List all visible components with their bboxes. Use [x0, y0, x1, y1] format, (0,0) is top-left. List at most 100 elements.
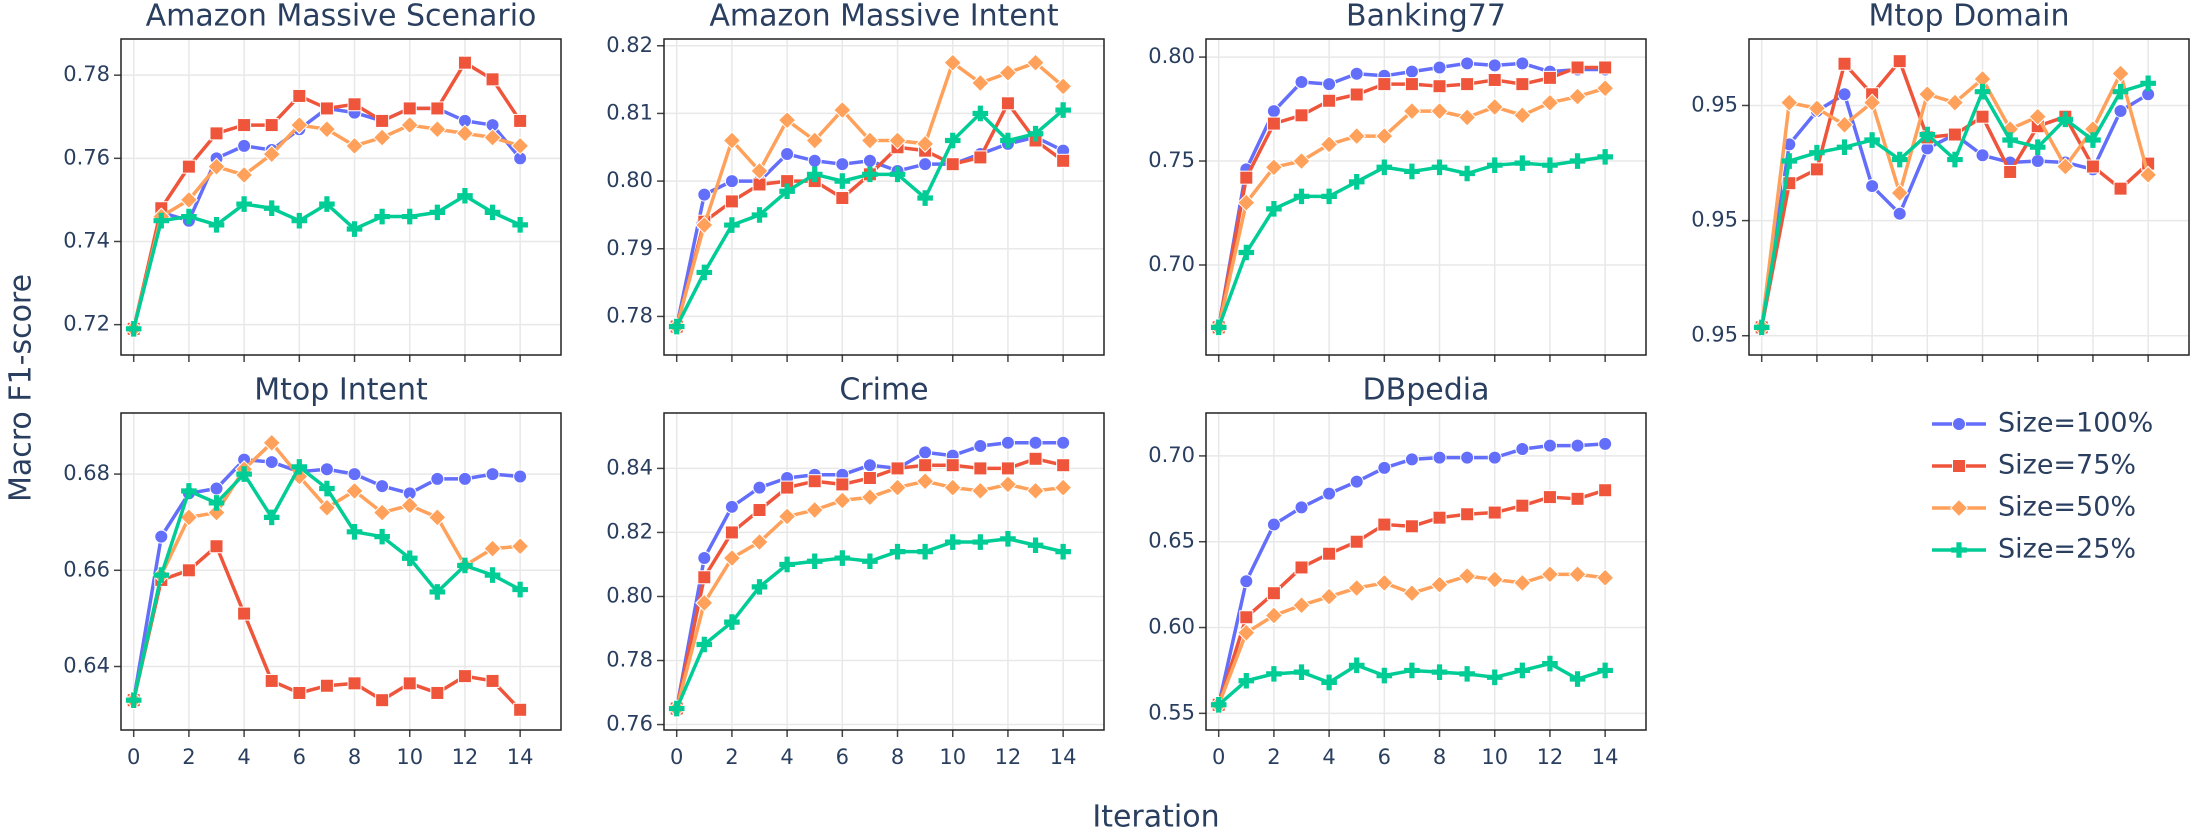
marker: [291, 212, 308, 229]
marker: [1540, 93, 1560, 112]
marker: [862, 553, 878, 570]
y-tick-label: 0.80: [606, 168, 653, 192]
marker: [513, 113, 528, 128]
marker: [1431, 664, 1448, 680]
x-tick-label: 6: [293, 745, 306, 769]
marker: [1027, 537, 1044, 554]
marker: [945, 458, 960, 473]
marker: [1377, 460, 1392, 475]
marker: [485, 72, 500, 87]
marker: [483, 539, 502, 558]
x-tick-label: 14: [1592, 745, 1619, 769]
marker: [890, 461, 905, 476]
marker: [1028, 451, 1043, 466]
marker: [806, 553, 823, 570]
chart-title: Mtop Domain: [1869, 0, 2070, 34]
x-tick-label: 2: [725, 745, 738, 769]
marker: [862, 458, 877, 473]
plot-frame: [1748, 38, 2190, 356]
marker: [1487, 58, 1502, 73]
marker: [750, 161, 769, 181]
marker: [1457, 108, 1477, 127]
marker: [262, 145, 281, 164]
y-tick-label: 0.78: [606, 303, 653, 327]
marker: [1321, 674, 1337, 691]
x-axis-label: Iteration: [1092, 800, 1219, 835]
marker: [889, 166, 906, 183]
marker: [724, 217, 740, 233]
marker: [1432, 79, 1447, 94]
marker: [457, 187, 473, 204]
x-tick-label: 0: [127, 745, 140, 769]
marker: [777, 507, 797, 526]
marker: [1349, 474, 1364, 489]
marker: [862, 153, 877, 168]
marker: [1598, 60, 1613, 75]
marker: [401, 208, 418, 225]
marker: [917, 543, 933, 560]
marker: [1430, 575, 1449, 594]
marker: [154, 529, 169, 544]
marker: [208, 217, 225, 233]
marker: [722, 548, 742, 568]
chart-title: Crime: [839, 373, 928, 408]
marker: [1056, 153, 1071, 168]
marker: [1349, 66, 1364, 81]
marker: [2003, 164, 2018, 179]
marker: [1376, 159, 1393, 176]
marker: [777, 111, 797, 130]
marker: [1402, 584, 1422, 603]
marker: [2057, 111, 2074, 128]
marker: [972, 105, 989, 122]
marker: [429, 584, 446, 600]
marker: [944, 132, 961, 149]
marker: [1835, 115, 1854, 134]
marker: [807, 474, 822, 489]
marker: [1292, 151, 1311, 171]
marker: [973, 438, 988, 453]
marker: [400, 496, 419, 515]
marker: [1266, 104, 1281, 119]
y-tick-label: 0.79: [606, 236, 653, 260]
marker: [1404, 163, 1420, 180]
marker: [1460, 507, 1475, 522]
marker: [1404, 77, 1419, 92]
marker: [722, 131, 742, 150]
chart-title: Amazon Massive Intent: [709, 0, 1058, 34]
marker: [1487, 450, 1502, 465]
marker: [263, 509, 280, 526]
marker: [860, 488, 880, 507]
marker: [1237, 623, 1256, 642]
marker: [1569, 671, 1586, 687]
marker: [1376, 667, 1393, 684]
marker: [1598, 483, 1613, 498]
marker: [2085, 159, 2100, 174]
marker: [372, 128, 392, 147]
marker: [1514, 155, 1531, 171]
marker: [918, 157, 933, 172]
marker: [862, 471, 877, 486]
marker: [724, 614, 740, 630]
marker: [347, 467, 362, 482]
marker: [1000, 132, 1016, 149]
marker: [179, 508, 199, 527]
x-tick-label: 8: [1433, 745, 1446, 769]
marker: [1918, 85, 1937, 104]
marker: [181, 483, 197, 499]
marker: [2138, 165, 2158, 184]
y-tick-label: 0.68: [63, 461, 110, 485]
x-tick-label: 10: [1481, 745, 1508, 769]
marker: [512, 581, 528, 598]
marker: [1000, 96, 1015, 111]
marker: [972, 534, 989, 550]
marker: [1569, 153, 1586, 169]
plot-frame: [1205, 412, 1647, 731]
marker: [375, 113, 390, 128]
marker: [943, 53, 962, 72]
marker: [236, 196, 252, 212]
marker: [1347, 578, 1366, 598]
marker: [2140, 75, 2156, 92]
marker: [1239, 610, 1254, 625]
marker: [1432, 510, 1447, 525]
marker: [1266, 586, 1281, 601]
